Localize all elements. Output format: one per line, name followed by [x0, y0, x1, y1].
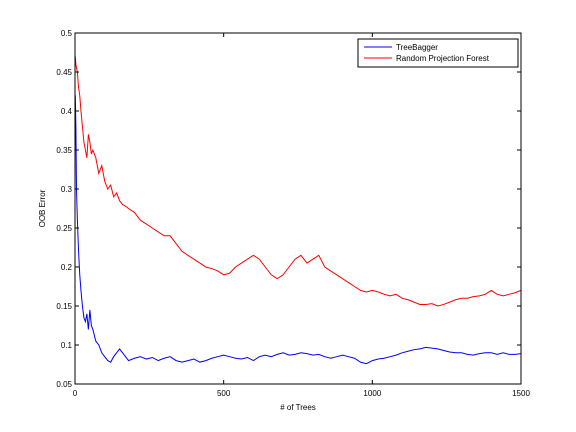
y-tick-label: 0.45 — [56, 68, 72, 77]
y-tick-label: 0.05 — [56, 380, 72, 389]
plot-frame — [74, 32, 522, 385]
y-tick-label: 0.4 — [61, 107, 73, 116]
x-axis-label: # of Trees — [280, 403, 316, 412]
series-line-random-projection-forest — [74, 56, 522, 307]
x-tick-label: 500 — [217, 389, 231, 398]
x-axis-ticks: 0 500 1000 1500 — [73, 33, 530, 398]
y-axis-label: OOB Error — [38, 189, 47, 227]
y-tick-label: 0.15 — [56, 302, 72, 311]
series-line-treebagger — [74, 95, 522, 365]
x-tick-label: 1500 — [512, 389, 530, 398]
legend-label-random-projection-forest: Random Projection Forest — [396, 54, 490, 63]
x-tick-label: 1000 — [363, 389, 381, 398]
legend-box — [357, 38, 519, 68]
legend-label-treebagger: TreeBagger — [396, 43, 438, 52]
y-tick-label: 0.25 — [56, 224, 72, 233]
series-layer — [74, 56, 522, 365]
legend: TreeBagger Random Projection Forest — [357, 38, 519, 68]
y-tick-label: 0.2 — [61, 263, 73, 272]
y-tick-label: 0.3 — [61, 185, 73, 194]
y-tick-label: 0.35 — [56, 146, 72, 155]
y-tick-label: 0.1 — [61, 341, 73, 350]
y-tick-label: 0.5 — [61, 29, 73, 38]
y-axis-ticks: 0.05 0.1 0.15 0.2 0.25 0.3 0.35 0.4 0.45 0.5 — [56, 29, 521, 389]
x-tick-label: 0 — [73, 389, 78, 398]
